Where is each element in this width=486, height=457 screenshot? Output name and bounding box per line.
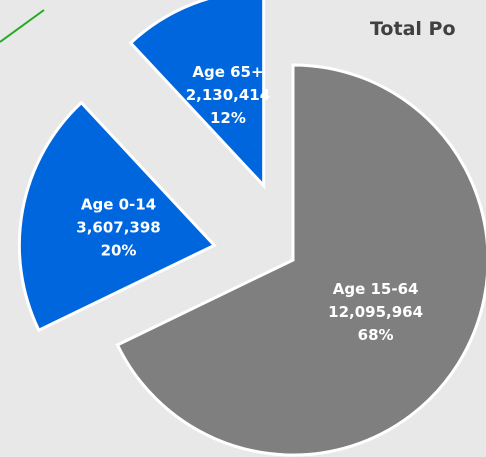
slice-label-line: 12,095,964 xyxy=(328,303,423,321)
slice-label-line: Age 15-64 xyxy=(333,280,419,298)
pie-slice xyxy=(17,100,217,333)
decor-line xyxy=(0,9,45,43)
slice-label-line: Age 65+ xyxy=(192,63,263,81)
slice-label-line: Age 0-14 xyxy=(81,195,156,213)
pie-slice xyxy=(115,63,486,457)
slice-label-line: 12% xyxy=(210,109,246,127)
slice-label: Age 0-14 3,607,398 20% xyxy=(76,195,160,259)
slice-label-line: 3,607,398 xyxy=(76,218,160,236)
slice-label-line: 68% xyxy=(358,326,394,344)
chart-title: Total Po xyxy=(370,18,456,40)
pie-slice xyxy=(128,0,266,190)
slice-label-line: 20% xyxy=(101,241,137,259)
slice-label: Age 15-64 12,095,964 68% xyxy=(328,280,423,344)
slice-label: Age 65+ 2,130,414 12% xyxy=(186,63,270,127)
slice-label-line: 2,130,414 xyxy=(186,86,270,104)
